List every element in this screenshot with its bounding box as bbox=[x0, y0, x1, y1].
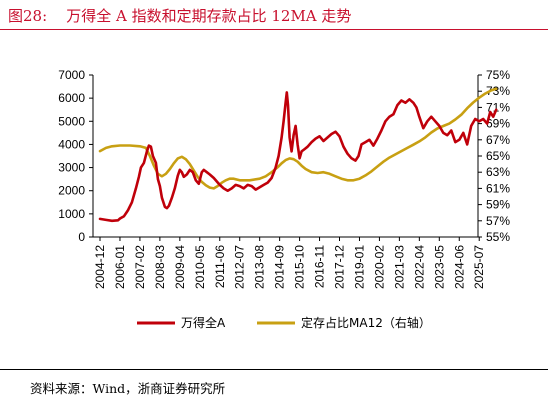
right-tick-label: 71% bbox=[486, 100, 510, 114]
x-tick-label: 2010-05 bbox=[193, 245, 207, 289]
right-tick-label: 55% bbox=[486, 230, 510, 244]
source-rule bbox=[0, 369, 548, 370]
x-tick-label: 2016-11 bbox=[313, 245, 327, 288]
x-tick-label: 2008-03 bbox=[153, 245, 167, 289]
right-tick-label: 73% bbox=[486, 84, 510, 98]
x-tick-label: 2020-02 bbox=[372, 245, 386, 289]
left-tick-label: 4000 bbox=[58, 137, 85, 151]
left-tick-label: 1000 bbox=[58, 207, 85, 221]
series-line-deposit-ratio bbox=[98, 87, 498, 190]
right-tick-label: 57% bbox=[486, 214, 510, 228]
x-tick-label: 2012-07 bbox=[233, 245, 247, 289]
right-tick-label: 67% bbox=[486, 133, 510, 147]
x-tick-label: 2023-05 bbox=[432, 245, 446, 289]
chart-lines bbox=[98, 87, 498, 223]
source-note: 资料来源：Wind，浙商证券研究所 bbox=[30, 381, 226, 396]
chart-axes: 0 1000 2000 3000 4000 5000 6000 7000 55% 57% 59% 61… bbox=[58, 68, 510, 289]
right-tick-label: 69% bbox=[486, 117, 510, 131]
x-tick-label: 2021-03 bbox=[392, 245, 406, 289]
figure-title: 图28: 万得全 A 指数和定期存款占比 12MA 走势 bbox=[8, 7, 352, 25]
title-rule bbox=[0, 29, 548, 30]
x-tick-label: 2017-12 bbox=[333, 245, 347, 289]
x-tick-label: 2011-06 bbox=[213, 245, 227, 288]
x-tick-label: 2024-06 bbox=[452, 245, 466, 289]
x-tick-label: 2022-04 bbox=[412, 245, 426, 289]
x-tick-label: 2025-07 bbox=[472, 245, 486, 289]
x-tick-label: 2019-01 bbox=[352, 245, 366, 289]
right-tick-label: 65% bbox=[486, 149, 510, 163]
left-tick-label: 0 bbox=[78, 230, 85, 244]
series-line-index bbox=[98, 91, 498, 223]
left-tick-label: 3000 bbox=[58, 161, 85, 175]
x-tick-label: 2014-09 bbox=[273, 245, 287, 289]
chart-legend: 万得全A 定存占比MA12（右轴） bbox=[137, 315, 431, 330]
x-tick-label: 2004-12 bbox=[93, 245, 107, 289]
right-tick-label: 61% bbox=[486, 181, 510, 195]
left-tick-label: 7000 bbox=[58, 68, 85, 82]
right-tick-label: 63% bbox=[486, 165, 510, 179]
x-tick-label: 2006-01 bbox=[113, 245, 127, 289]
left-tick-label: 6000 bbox=[58, 91, 85, 105]
left-tick-label: 2000 bbox=[58, 184, 85, 198]
x-tick-label: 2009-04 bbox=[173, 245, 187, 289]
x-tick-label: 2015-10 bbox=[293, 245, 307, 289]
x-tick-label: 2013-08 bbox=[253, 245, 267, 289]
legend-label: 定存占比MA12（右轴） bbox=[301, 315, 431, 330]
right-tick-label: 59% bbox=[486, 198, 510, 212]
x-tick-label: 2007-02 bbox=[133, 245, 147, 289]
left-tick-label: 5000 bbox=[58, 114, 85, 128]
right-tick-label: 75% bbox=[486, 68, 510, 82]
legend-label: 万得全A bbox=[181, 315, 226, 330]
